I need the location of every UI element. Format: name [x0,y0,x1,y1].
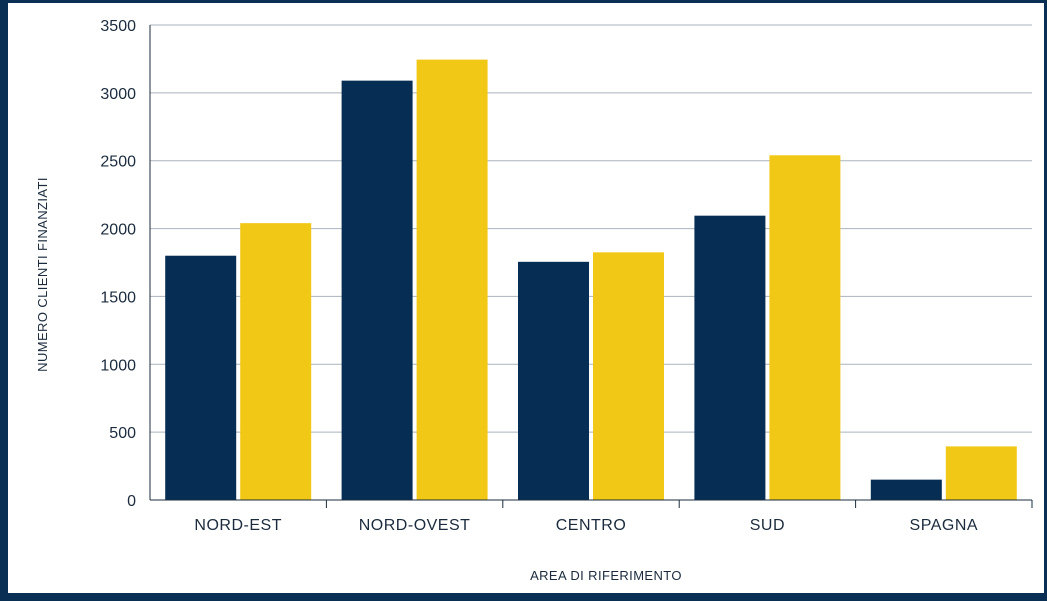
bars [165,59,1017,501]
y-tick-label: 1000 [100,357,136,374]
axes [149,25,1033,508]
bar-sud-series-2 [769,155,841,501]
bar-nord-ovest-series-1 [341,80,413,501]
bar-spagna-series-1 [870,479,942,500]
x-tick-label: SPAGNA [910,517,979,534]
x-tick-labels: NORD-EST NORD-OVEST CENTRO SUD SPAGNA [194,517,979,534]
bar-centro-series-1 [518,261,589,500]
x-tick-label: SUD [750,517,785,534]
y-tick-label: 2500 [100,154,136,171]
y-tick-label: 2000 [100,222,136,239]
bar-spagna-series-2 [945,446,1017,500]
x-tick-label: CENTRO [556,517,627,534]
y-tick-label: 1500 [100,289,136,306]
bar-nord-est-series-1 [165,255,237,500]
y-tick-label: 3000 [100,86,136,103]
y-tick-label: 500 [109,425,136,442]
bar-centro-series-2 [593,252,664,500]
x-tick-label: NORD-OVEST [359,517,471,534]
y-tick-label: 0 [127,493,136,510]
bar-sud-series-1 [694,215,766,500]
bar-nord-est-series-2 [240,223,312,500]
x-tick-label: NORD-EST [194,517,282,534]
y-tick-labels: 0 500 1000 1500 2000 2500 3000 3500 [100,18,136,510]
y-axis-title: NUMERO CLIENTI FINANZIATI [35,177,50,372]
x-axis-title: AREA DI RIFERIMENTO [530,568,682,583]
y-tick-label: 3500 [100,18,136,35]
bar-nord-ovest-series-2 [416,59,488,500]
